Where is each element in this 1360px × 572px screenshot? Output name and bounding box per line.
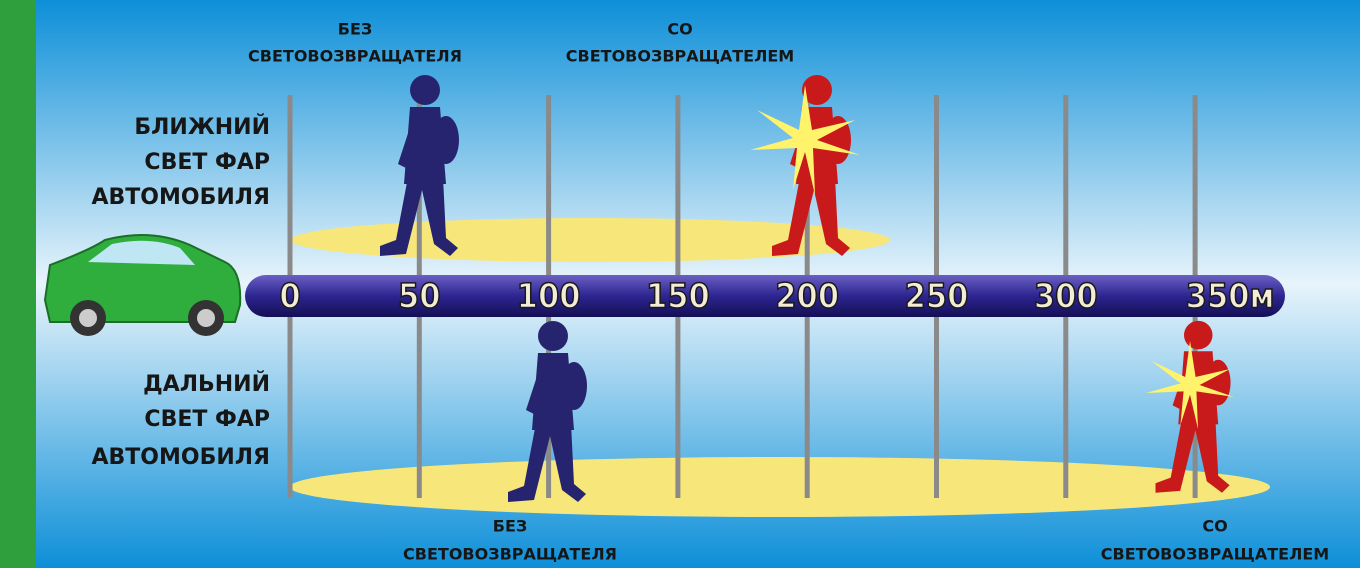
scale-label: 0	[279, 277, 300, 317]
infographic: 050100150200250300350м БЛИЖНИЙ СВЕТ ФАР …	[0, 0, 1360, 568]
caption: БЕЗ	[338, 20, 373, 39]
scale-label: 50	[398, 277, 441, 317]
side-stripe	[0, 0, 36, 568]
caption: СВЕТОВОЗВРАЩАТЕЛЯ	[248, 47, 462, 66]
row-label: АВТОМОБИЛЯ	[92, 445, 271, 470]
caption: СВЕТОВОЗВРАЩАТЕЛЯ	[403, 545, 617, 564]
beam-high	[290, 457, 1270, 517]
scale-label: 300	[1034, 277, 1098, 317]
row-label: БЛИЖНИЙ	[134, 114, 270, 140]
caption: СО	[1202, 517, 1227, 536]
scale-label: 350м	[1186, 277, 1275, 317]
caption: СВЕТОВОЗВРАЩАТЕЛЕМ	[1101, 545, 1329, 564]
row-label: СВЕТ ФАР	[144, 150, 270, 175]
caption: СВЕТОВОЗВРАЩАТЕЛЕМ	[566, 47, 794, 66]
row-label: СВЕТ ФАР	[144, 407, 270, 432]
scale-label: 250	[905, 277, 969, 317]
scale-label: 100	[517, 277, 581, 317]
row-label: АВТОМОБИЛЯ	[92, 185, 271, 210]
row-label: ДАЛЬНИЙ	[143, 371, 270, 397]
caption: БЕЗ	[493, 517, 528, 536]
scale-label: 150	[646, 277, 710, 317]
scale-label: 200	[775, 277, 839, 317]
caption: СО	[667, 20, 692, 39]
